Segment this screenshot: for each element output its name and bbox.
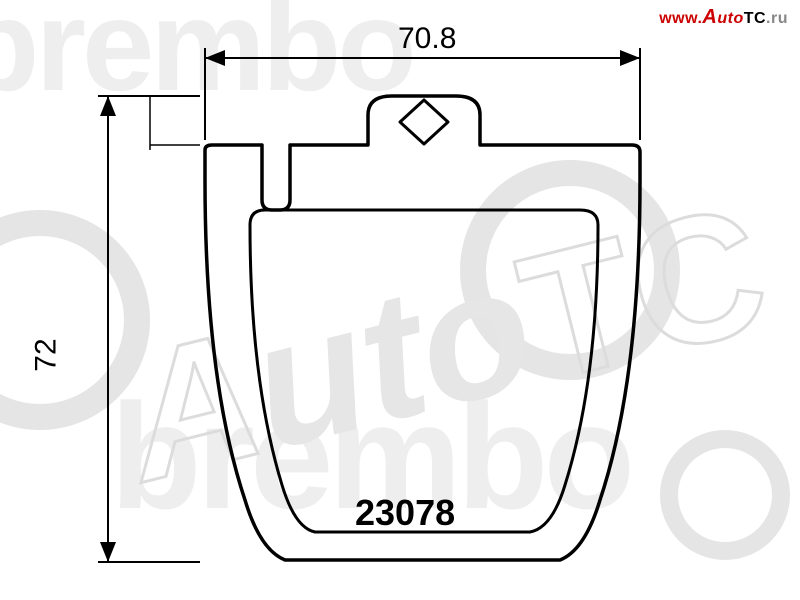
part-number: 23078	[355, 492, 455, 534]
dim-width	[205, 48, 640, 140]
width-dim-label: 70.8	[398, 22, 456, 56]
dim-height	[98, 96, 200, 562]
height-dim-label: 72	[30, 338, 64, 371]
brake-pad-outline	[205, 96, 640, 560]
brake-pad-inner	[250, 210, 598, 532]
diagram-canvas: brembo brembo AutoTC www.AutoTC.ru	[0, 0, 800, 600]
